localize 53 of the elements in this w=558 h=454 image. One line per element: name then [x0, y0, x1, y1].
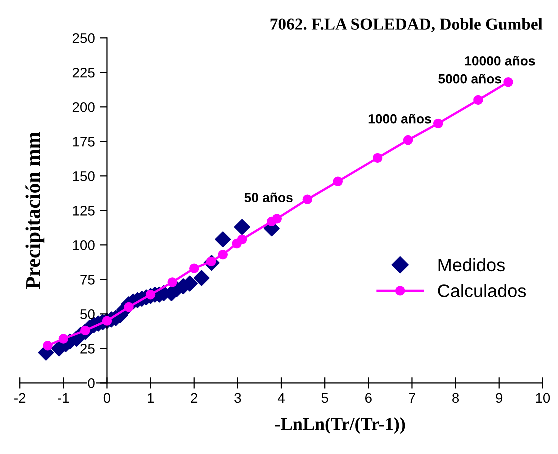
legend-label: Medidos [438, 258, 505, 272]
y-tick-label: 75 [80, 275, 95, 285]
point [215, 232, 232, 248]
y-tick-label: 150 [73, 171, 95, 182]
annotation: 5000 años [438, 74, 502, 84]
point [272, 214, 282, 224]
legend-label: Calculados [438, 284, 526, 298]
y-tick-label: 25 [80, 344, 95, 354]
y-tick-label: 200 [72, 102, 95, 112]
annotation: 10000 años [465, 56, 536, 66]
point [333, 176, 344, 187]
point [194, 270, 210, 286]
x-tick-label: -2 [14, 393, 26, 403]
y-tick-label: 100 [73, 240, 95, 250]
point [372, 153, 383, 164]
point [168, 278, 178, 288]
x-tick-label: 6 [365, 393, 372, 404]
point [474, 95, 484, 106]
y-tick-label: 250 [72, 33, 95, 44]
x-tick-label: -1 [58, 393, 70, 403]
annotation: 50 años [244, 192, 293, 202]
x-tick-label: 5 [322, 393, 328, 404]
x-tick-label: 7 [409, 393, 416, 403]
point [43, 341, 53, 351]
x-tick-label: 9 [496, 393, 503, 404]
point [403, 135, 414, 146]
x-tick-label: 2 [191, 393, 198, 403]
x-tick-label: 1 [148, 393, 154, 403]
annotation: 1000 años [368, 114, 432, 124]
y-axis-title: Precipitación mm [26, 132, 45, 290]
point [190, 264, 200, 274]
point [434, 118, 444, 129]
y-tick-label: 50 [80, 310, 95, 320]
x-tick-label: 4 [278, 393, 285, 403]
point [124, 302, 134, 312]
x-axis-title: -LnLn(Tr/(Tr-1)) [276, 418, 406, 434]
point [302, 194, 313, 204]
point [102, 316, 112, 326]
x-tick-label: 0 [104, 393, 111, 404]
point [218, 250, 228, 260]
x-tick-label: 8 [452, 393, 460, 404]
y-tick-label: 125 [73, 206, 95, 216]
point [504, 77, 514, 88]
point [58, 334, 69, 344]
point [146, 290, 156, 300]
point [234, 219, 250, 236]
y-tick-label: 175 [73, 137, 95, 147]
x-tick-label: 10 [536, 393, 550, 404]
point [237, 234, 248, 244]
y-tick-label: 225 [72, 68, 95, 78]
x-tick-label: 3 [234, 393, 242, 404]
y-tick-label: 0 [88, 378, 95, 388]
chart-title: 7062. F.LA SOLEDAD, Doble Gumbel [270, 18, 543, 32]
